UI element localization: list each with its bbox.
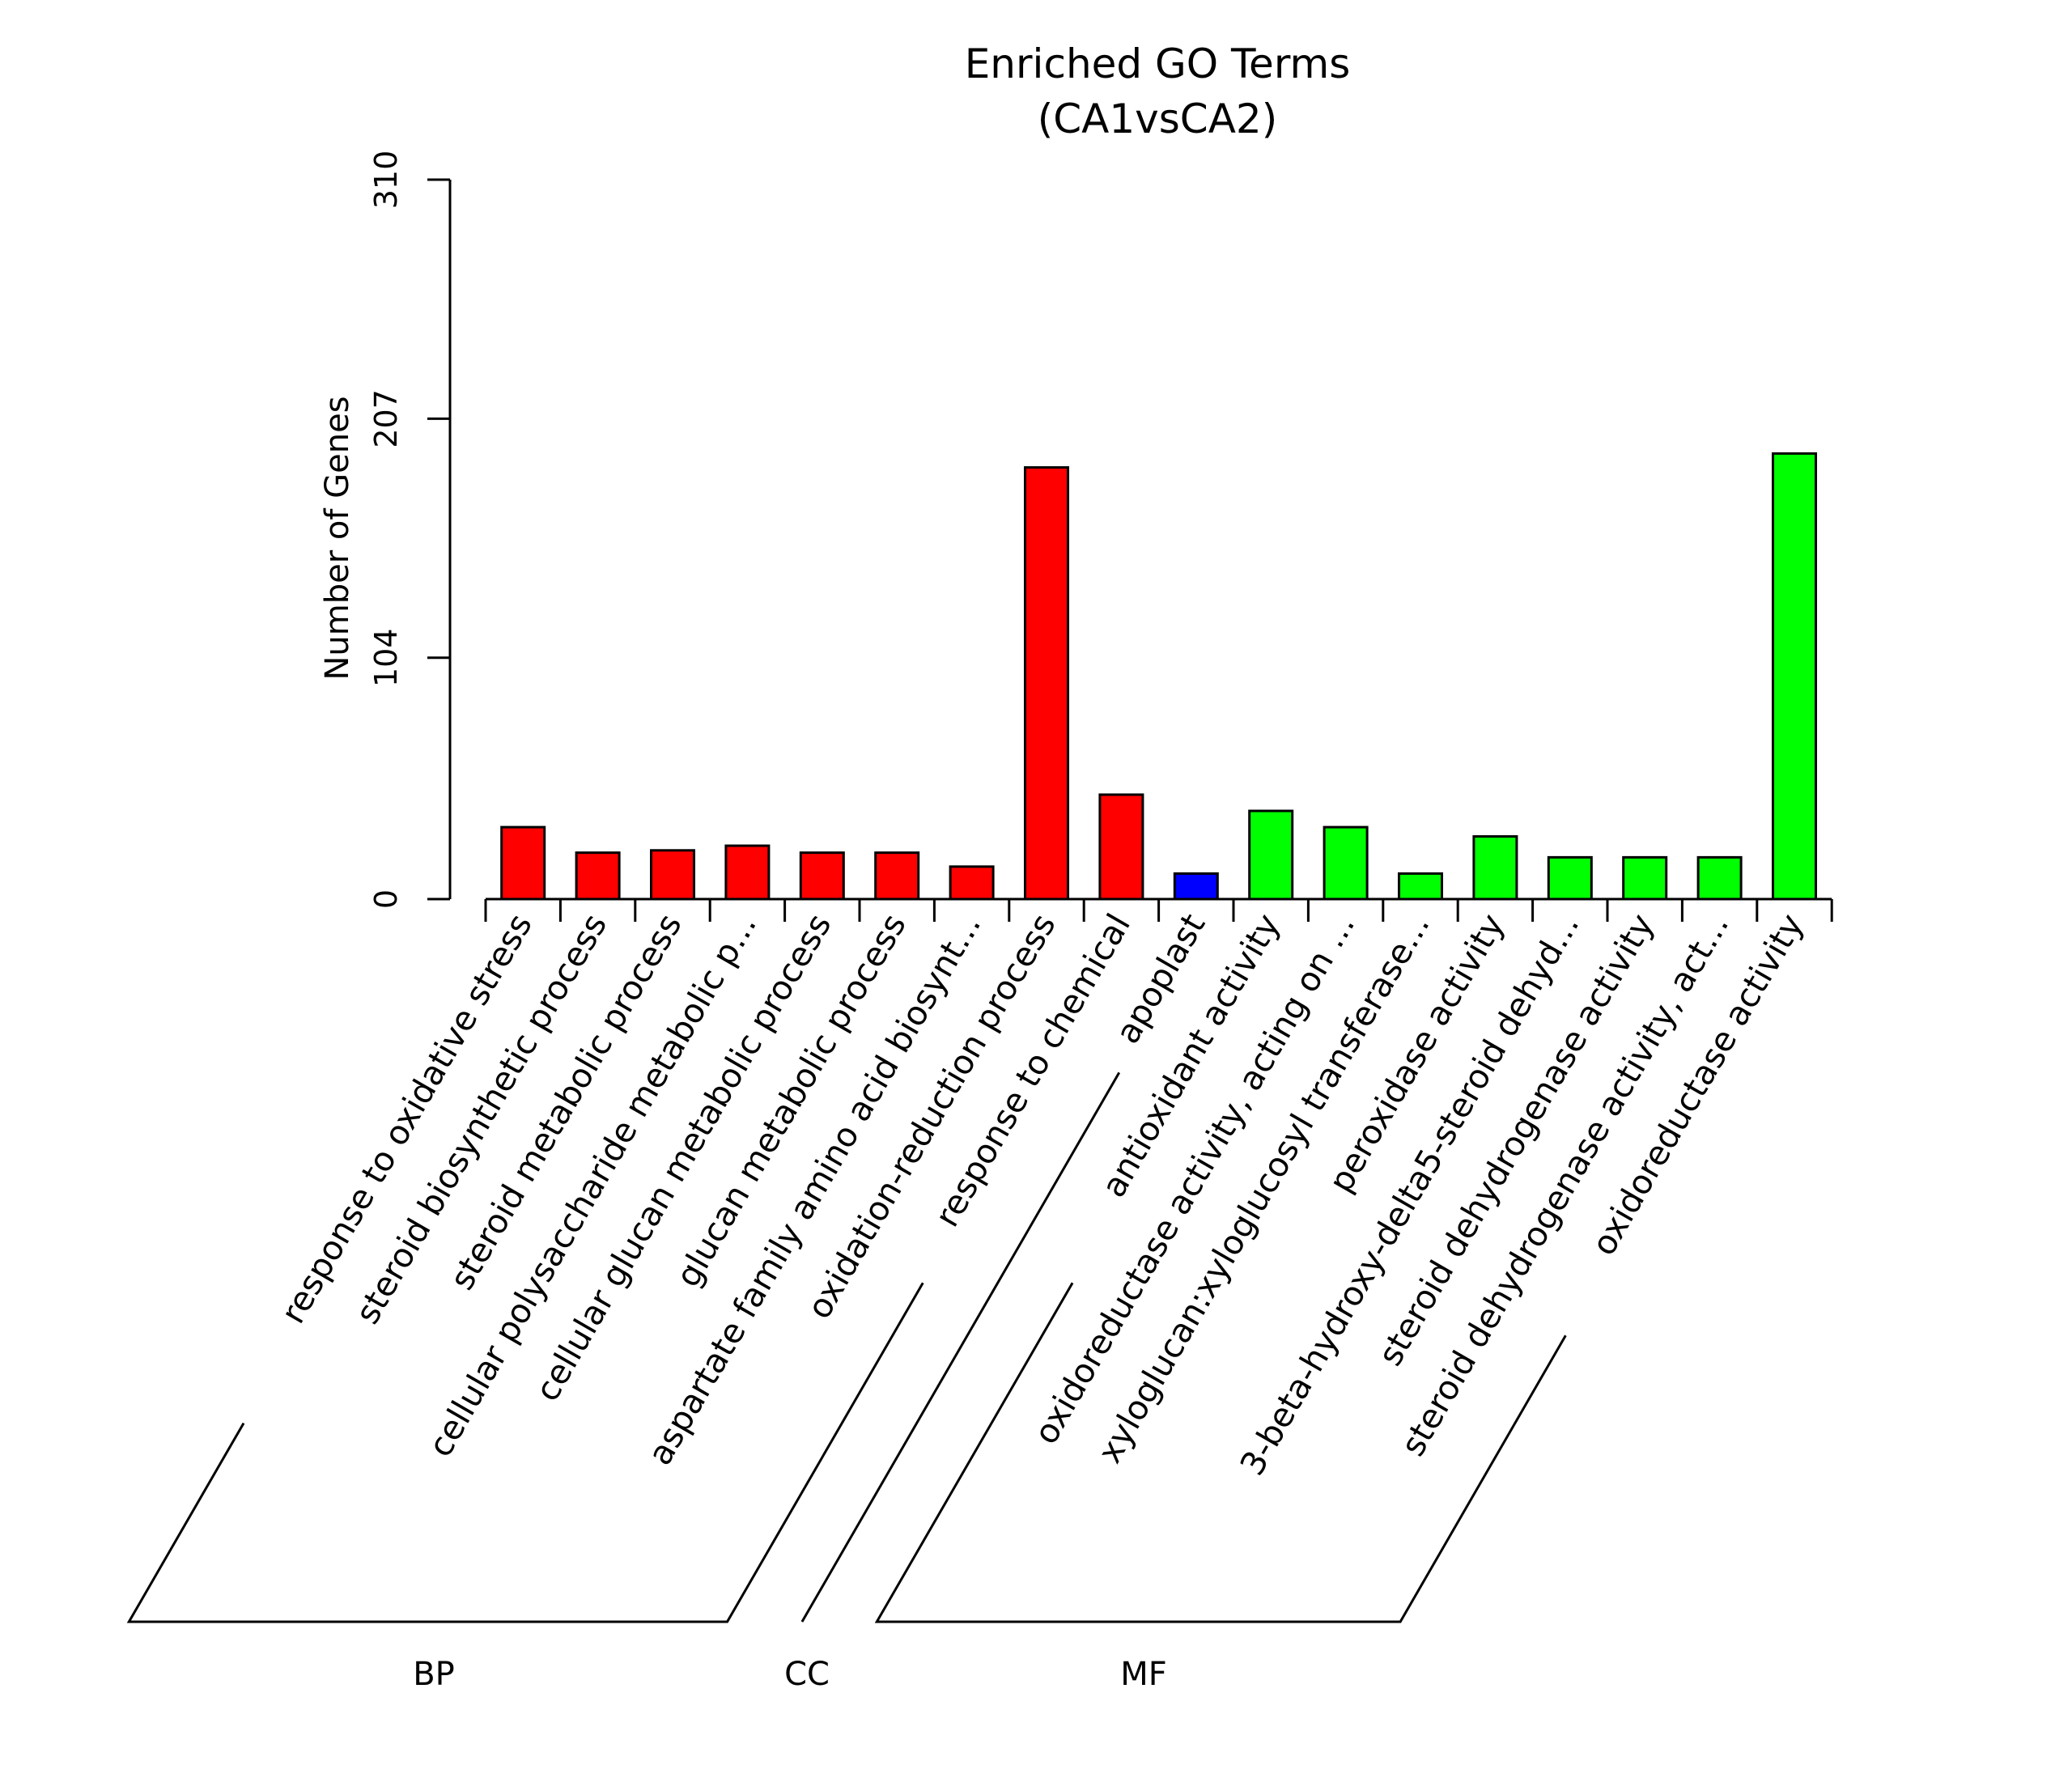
y-tick-label: 104 — [368, 628, 404, 687]
bar — [1772, 452, 1817, 901]
bar — [1248, 809, 1294, 901]
group-brackets: BP CC MF — [126, 1071, 1567, 1693]
group-label-cc: CC — [784, 1656, 830, 1693]
chart-title: Enriched GO Terms — [965, 40, 1351, 87]
y-tick-label: 207 — [368, 389, 404, 448]
chart-subtitle: (CA1vsCA2) — [1038, 95, 1278, 142]
bar — [1696, 855, 1743, 901]
bar — [575, 851, 621, 901]
bar — [724, 844, 771, 901]
bars — [500, 452, 1817, 901]
y-tick-label: 310 — [368, 151, 404, 210]
bar — [650, 849, 695, 901]
bar — [500, 825, 546, 901]
bar — [1547, 855, 1593, 901]
bar — [1323, 825, 1369, 901]
group-bracket-cc — [800, 1071, 1121, 1623]
group-bracket-mf — [874, 1282, 1567, 1623]
bar — [1398, 872, 1443, 901]
x-axis — [484, 897, 1833, 922]
group-label-mf: MF — [1120, 1656, 1167, 1693]
bar — [1098, 793, 1144, 901]
y-axis: 0 104 207 310 — [368, 151, 452, 909]
group-label-bp: BP — [413, 1656, 455, 1693]
y-axis-label: Number of Genes — [319, 396, 356, 680]
bar — [1622, 855, 1668, 901]
bar — [949, 865, 995, 901]
bar — [874, 851, 920, 901]
y-tick-label: 0 — [368, 889, 404, 909]
bar — [1472, 835, 1518, 901]
bar — [799, 851, 845, 901]
group-bracket-bp — [126, 1282, 924, 1623]
bar — [1173, 872, 1219, 901]
bar — [1024, 466, 1069, 901]
